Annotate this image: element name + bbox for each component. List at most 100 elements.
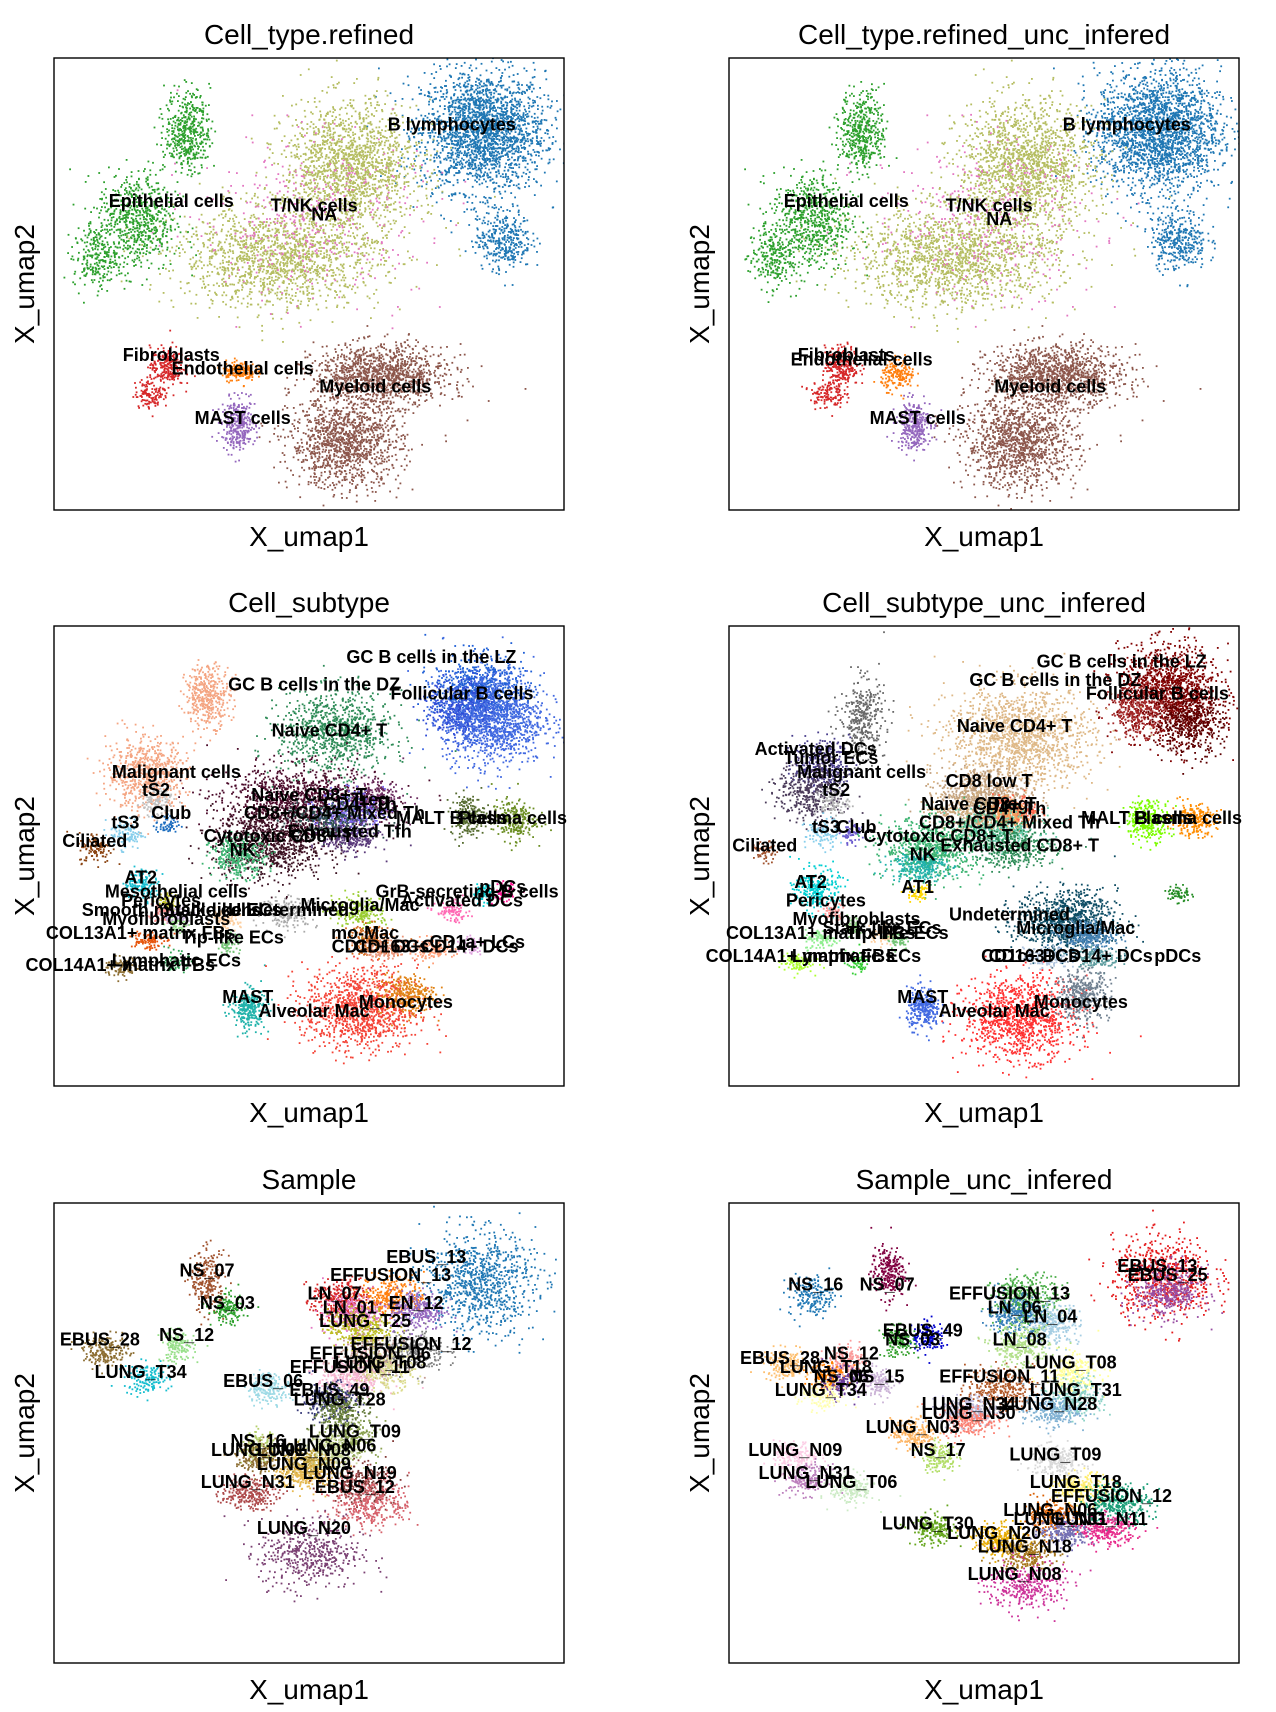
point: [502, 210, 504, 212]
point: [490, 241, 492, 243]
point: [337, 150, 339, 152]
point: [337, 157, 339, 159]
point: [263, 253, 265, 255]
point: [365, 114, 367, 116]
point: [460, 96, 462, 98]
point: [462, 146, 464, 148]
point: [519, 104, 521, 106]
point: [348, 162, 350, 164]
point: [484, 171, 486, 173]
point: [195, 268, 197, 270]
point: [340, 165, 342, 167]
point: [328, 185, 330, 187]
point: [312, 225, 314, 227]
point: [503, 137, 505, 139]
point: [475, 196, 477, 198]
point: [295, 268, 297, 270]
point: [357, 287, 359, 289]
point: [438, 142, 440, 144]
point: [318, 165, 320, 167]
point: [168, 270, 170, 272]
point: [356, 154, 358, 156]
point: [269, 192, 271, 194]
point: [287, 272, 289, 274]
point: [506, 178, 508, 180]
point: [216, 268, 218, 270]
point: [455, 147, 457, 149]
point: [361, 187, 363, 189]
point: [314, 166, 316, 168]
point: [487, 240, 489, 242]
point: [493, 250, 495, 252]
point: [182, 248, 184, 250]
point: [365, 189, 367, 191]
point: [505, 248, 507, 250]
point: [492, 260, 494, 262]
point: [446, 92, 448, 94]
point: [484, 152, 486, 154]
point: [260, 248, 262, 250]
point: [404, 181, 406, 183]
point: [361, 130, 363, 132]
point: [366, 107, 368, 109]
point: [551, 124, 553, 126]
point: [524, 186, 526, 188]
point: [391, 151, 393, 153]
point: [522, 231, 524, 233]
point: [186, 238, 188, 240]
point: [439, 105, 441, 107]
point: [365, 159, 367, 161]
point: [368, 171, 370, 173]
point: [464, 141, 466, 143]
point: [238, 222, 240, 224]
point: [535, 123, 537, 125]
point: [501, 152, 503, 154]
point: [453, 94, 455, 96]
point: [498, 208, 500, 210]
point: [475, 104, 477, 106]
point: [260, 285, 262, 287]
point: [480, 165, 482, 167]
point: [324, 148, 326, 150]
point: [355, 262, 357, 264]
point: [200, 278, 202, 280]
point: [468, 74, 470, 76]
point: [519, 115, 521, 117]
point: [443, 93, 445, 95]
point: [519, 226, 521, 228]
point: [473, 134, 475, 136]
point: [405, 148, 407, 150]
point: [467, 201, 469, 203]
point: [366, 232, 368, 234]
point: [362, 165, 364, 167]
point: [162, 250, 164, 252]
point: [500, 206, 502, 208]
point: [352, 286, 354, 288]
point: [511, 241, 513, 243]
point: [221, 283, 223, 285]
point: [462, 167, 464, 169]
point: [356, 235, 358, 237]
point: [367, 240, 369, 242]
point: [512, 205, 514, 207]
point: [378, 104, 380, 106]
point: [323, 178, 325, 180]
point: [196, 294, 198, 296]
point: [471, 241, 473, 243]
point: [494, 217, 496, 219]
point: [525, 111, 527, 113]
point: [334, 182, 336, 184]
point: [465, 162, 467, 164]
point: [323, 229, 325, 231]
point: [240, 198, 242, 200]
point: [473, 139, 475, 141]
point: [440, 184, 442, 186]
point: [487, 101, 489, 103]
point: [308, 256, 310, 258]
point: [308, 182, 310, 184]
point: [331, 235, 333, 237]
point: [351, 140, 353, 142]
point: [448, 170, 450, 172]
point: [464, 62, 466, 64]
point: [364, 185, 366, 187]
